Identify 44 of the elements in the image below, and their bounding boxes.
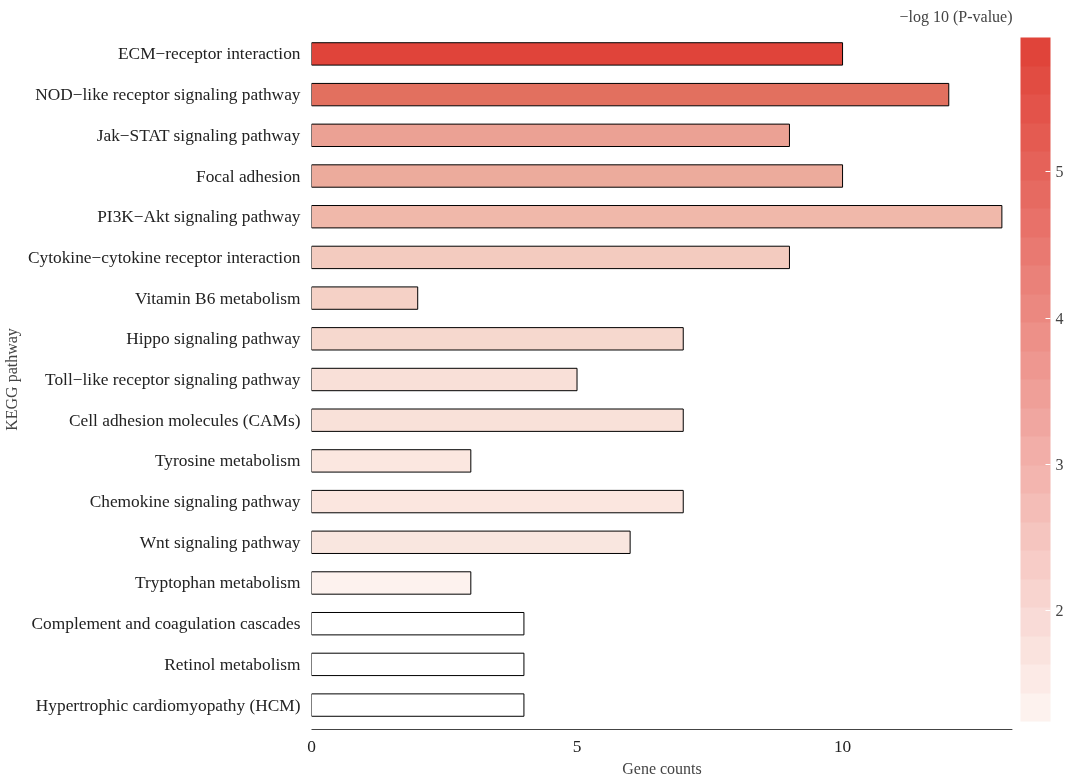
bar xyxy=(311,245,790,270)
y-tick-label: Cell adhesion molecules (CAMs) xyxy=(69,410,301,430)
bar xyxy=(311,327,684,351)
y-axis-title: KEGG pathway xyxy=(3,328,22,431)
bar xyxy=(311,489,684,514)
bar xyxy=(311,123,790,148)
y-tick-label: Jak−STAT signaling pathway xyxy=(96,125,301,145)
x-tick-label: 0 xyxy=(307,736,316,756)
y-tick-label: Wnt signaling pathway xyxy=(139,532,301,552)
y-tick-label: Retinol metabolism xyxy=(164,654,302,674)
y-tick-label: Vitamin B6 metabolism xyxy=(135,288,302,308)
x-tick-label: 10 xyxy=(833,736,852,756)
y-tick-label: PI3K−Akt signaling pathway xyxy=(97,207,301,227)
y-tick-label: ECM−receptor interaction xyxy=(118,44,301,64)
bar xyxy=(311,693,525,717)
color-bar-label: 4 xyxy=(1055,309,1064,327)
bar xyxy=(311,571,472,595)
y-tick-label: Tryptophan metabolism xyxy=(135,573,302,593)
bar xyxy=(311,449,472,473)
y-tick-label: Hippo signaling pathway xyxy=(126,329,301,349)
y-tick-label: Complement and coagulation cascades xyxy=(31,614,301,634)
bar xyxy=(311,408,684,432)
y-tick-label: Focal adhesion xyxy=(196,166,301,186)
bar xyxy=(311,530,631,554)
x-tick-label: 5 xyxy=(572,736,582,756)
y-tick-label: Tyrosine metabolism xyxy=(154,451,302,471)
color-bar-label: 5 xyxy=(1055,163,1064,181)
y-tick-label: NOD−like receptor signaling pathway xyxy=(35,85,301,105)
color-bar-label: 2 xyxy=(1055,601,1064,619)
bar xyxy=(311,164,844,188)
y-tick-label: Hypertrophic cardiomyopathy (HCM) xyxy=(35,695,301,715)
bar xyxy=(311,611,525,636)
bar xyxy=(311,42,844,66)
y-tick-label: Cytokine−cytokine receptor interaction xyxy=(28,247,301,267)
y-tick-label: Toll−like receptor signaling pathway xyxy=(45,370,301,389)
x-axis-title: Gene counts xyxy=(622,759,702,777)
color-bar-title: −log 10 (P-value) xyxy=(899,7,1013,26)
bar xyxy=(311,205,1003,229)
bar xyxy=(311,286,419,310)
y-tick-label: Chemokine signaling pathway xyxy=(89,492,301,512)
bar xyxy=(311,82,950,107)
bar xyxy=(311,367,578,392)
bar xyxy=(311,652,525,677)
color-bar-label: 3 xyxy=(1055,455,1064,473)
